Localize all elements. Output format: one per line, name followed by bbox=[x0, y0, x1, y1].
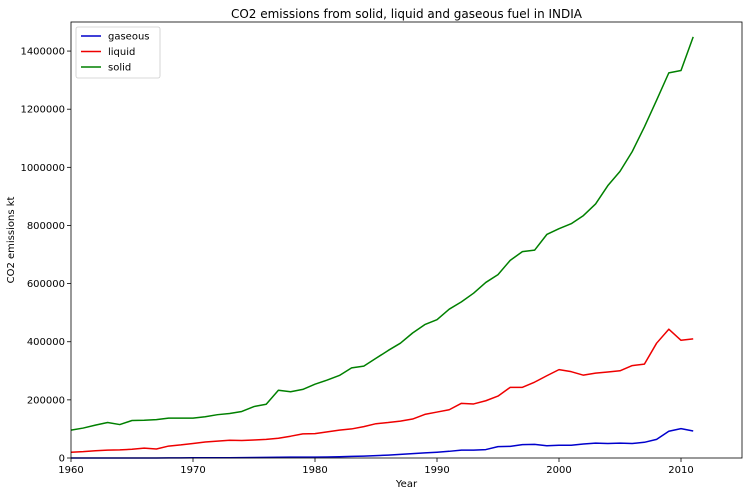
y-axis: 0 200000 400000 600000 800000 1000000 1200000 1… bbox=[20, 47, 71, 465]
legend-box bbox=[75, 26, 161, 79]
y-tick-label: 1000000 bbox=[20, 163, 65, 174]
y-tick-label: 1200000 bbox=[20, 105, 65, 116]
y-tick-label: 1400000 bbox=[20, 47, 65, 58]
series-line-solid bbox=[70, 36, 694, 431]
series-line-liquid bbox=[70, 328, 694, 453]
legend-label-gaseous: gaseous bbox=[108, 32, 150, 43]
x-axis-label: Year bbox=[395, 479, 418, 490]
x-tick-label: 1960 bbox=[58, 465, 83, 476]
y-tick-label: 200000 bbox=[27, 395, 65, 406]
y-tick-label: 600000 bbox=[27, 279, 65, 290]
x-tick-label: 2010 bbox=[668, 465, 693, 476]
plot-frame bbox=[70, 21, 743, 459]
x-tick-label: 1970 bbox=[180, 465, 205, 476]
x-tick-label: 1990 bbox=[424, 465, 449, 476]
x-axis: 1960 1970 1980 1990 2000 2010 bbox=[58, 458, 694, 476]
x-tick-label: 1980 bbox=[302, 465, 327, 476]
legend-label-solid: solid bbox=[108, 63, 131, 74]
legend-items: gaseous liquid solid bbox=[81, 32, 150, 74]
legend: gaseous liquid solid bbox=[75, 26, 161, 79]
legend-label-liquid: liquid bbox=[108, 47, 135, 58]
chart-title: CO2 emissions from solid, liquid and gas… bbox=[231, 7, 583, 21]
y-tick-label: 800000 bbox=[27, 221, 65, 232]
x-tick-label: 2000 bbox=[546, 465, 571, 476]
y-axis-label: CO2 emissions kt bbox=[6, 197, 17, 284]
y-tick-label: 0 bbox=[59, 454, 65, 465]
y-tick-label: 400000 bbox=[27, 337, 65, 348]
